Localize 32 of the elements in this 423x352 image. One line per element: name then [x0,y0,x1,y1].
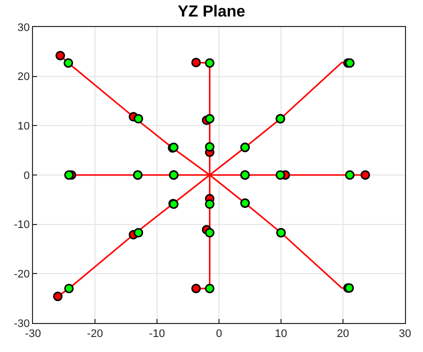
x-tick-label: 20 [336,328,350,340]
point [64,58,74,68]
point [53,292,63,302]
point [204,228,214,238]
point [360,170,370,180]
point [204,199,214,209]
x-tick-label: -10 [149,328,165,340]
y-tick-label: -10 [14,219,30,232]
point [64,284,74,294]
point [134,114,144,124]
point [134,228,144,238]
x-tick-label: 10 [274,328,288,340]
y-tick-label: 0 [24,170,30,182]
point [204,58,214,68]
point [191,284,201,294]
y-tick-label: 10 [18,120,30,133]
y-tick-label: -30 [14,318,30,330]
point [191,58,201,68]
point [64,170,74,180]
point [56,50,66,60]
y-tick-label: 30 [18,22,30,34]
x-tick-label: 30 [398,328,412,340]
point [204,142,214,152]
y-tick-label: -20 [14,268,30,281]
x-tick-label: 0 [216,328,222,340]
y-tick-label: 20 [18,71,30,84]
point [204,284,214,294]
point [204,114,214,124]
x-tick-label: -20 [87,328,103,340]
point [345,170,355,180]
chart-title: YZ Plane [178,3,246,20]
point [276,170,286,180]
